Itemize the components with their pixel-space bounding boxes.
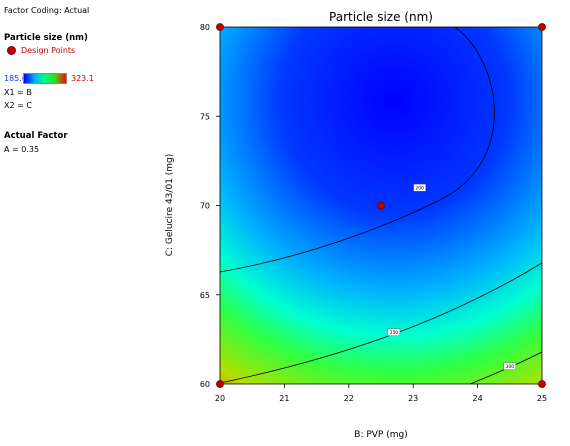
- y-axis-label: C: Gelucire 43/01 (mg): [165, 154, 175, 257]
- contour-label-box: [413, 183, 426, 192]
- contour-line-200: [220, 27, 495, 273]
- x-tick-label: 25: [537, 394, 547, 403]
- y-tick-label: 65: [200, 291, 210, 300]
- contour-label-200: 200: [415, 186, 424, 192]
- y-tick-label: 60: [200, 380, 210, 389]
- design-point-legend-marker: [7, 46, 16, 55]
- design-point: [538, 380, 546, 388]
- actual-factor-title: Actual Factor: [4, 131, 68, 141]
- actual-factor-value: A = 0.35: [4, 145, 40, 154]
- color-range-high: 323.1: [71, 74, 94, 83]
- design-point: [216, 23, 224, 31]
- color-scale-bar: [23, 73, 67, 84]
- contour-label-250: 250: [390, 330, 399, 336]
- x-tick-label: 22: [344, 394, 354, 403]
- contour-label-box: [387, 328, 401, 336]
- y-tick-label: 75: [200, 112, 210, 121]
- x2-assignment: X2 = C: [4, 101, 32, 110]
- chart-title: Particle size (nm): [329, 10, 433, 24]
- x1-assignment: X1 = B: [4, 88, 32, 97]
- x-tick-label: 21: [279, 394, 289, 403]
- design-point: [377, 201, 385, 210]
- contour-label-box: [503, 362, 516, 370]
- color-range-low: 185.6: [4, 74, 27, 83]
- x-tick-label: 20: [215, 394, 225, 403]
- y-tick-label: 80: [200, 23, 210, 32]
- y-tick-label: 70: [200, 202, 210, 211]
- response-title: Particle size (nm): [4, 33, 88, 43]
- contour-label-300: 300: [506, 364, 515, 370]
- x-tick-label: 23: [408, 394, 418, 403]
- design-point: [216, 380, 224, 388]
- design-point: [538, 23, 546, 31]
- contour-line-250: [220, 262, 542, 384]
- factor-coding-label: Factor Coding: Actual: [4, 6, 90, 15]
- x-tick-label: 24: [473, 394, 483, 403]
- x-axis-label: B: PVP (mg): [354, 430, 407, 440]
- design-points-legend-label: Design Points: [21, 46, 76, 55]
